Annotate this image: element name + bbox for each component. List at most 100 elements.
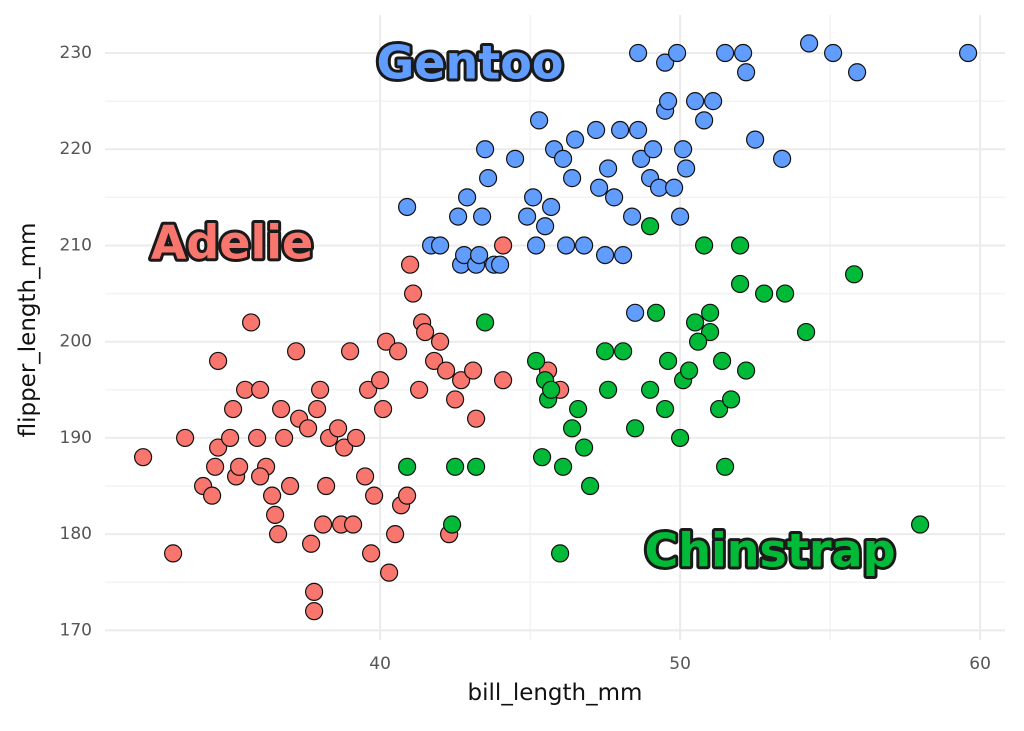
point (269, 525, 288, 544)
x-tick-label: 40 (369, 654, 391, 674)
point (134, 448, 153, 467)
point (377, 332, 396, 351)
point (529, 111, 549, 130)
point (281, 476, 300, 496)
point (595, 342, 615, 361)
point (221, 428, 240, 448)
point (640, 217, 660, 236)
point (736, 63, 756, 82)
point (700, 303, 720, 322)
x-tick-label: 50 (669, 654, 691, 674)
point (670, 207, 690, 226)
point (541, 380, 561, 399)
x-tick-label: 60 (969, 654, 991, 674)
point (275, 428, 294, 448)
point (646, 303, 666, 322)
point (209, 438, 228, 457)
point (721, 390, 741, 409)
point (631, 149, 651, 168)
point (562, 419, 582, 438)
point (658, 351, 678, 371)
point (712, 351, 732, 371)
point (730, 274, 750, 294)
point (305, 582, 324, 601)
point (733, 43, 753, 63)
point (667, 43, 687, 63)
point (709, 399, 729, 419)
point (431, 236, 450, 255)
point (467, 409, 486, 428)
point (359, 380, 378, 399)
point (431, 332, 450, 351)
point (655, 399, 675, 419)
point (467, 457, 486, 476)
point (745, 130, 765, 149)
point (302, 534, 321, 553)
species-label: Adelie (151, 216, 313, 270)
y-tick-label: 180 (60, 524, 92, 544)
point (494, 371, 513, 390)
point (685, 313, 705, 332)
point (673, 140, 693, 159)
y-tick-label: 210 (60, 235, 92, 255)
point (664, 178, 684, 197)
species-label: Gentoo (377, 36, 564, 90)
y-axis-title: flipper_length_mm (15, 223, 41, 438)
point (730, 236, 750, 255)
y-tick-label: 200 (60, 332, 92, 352)
point (263, 486, 282, 505)
y-tick-label: 170 (60, 620, 92, 640)
point (550, 544, 570, 563)
point (452, 371, 471, 390)
point (458, 188, 477, 207)
point (299, 419, 318, 438)
point (553, 457, 573, 476)
point (526, 351, 546, 371)
point (628, 43, 648, 63)
point (703, 92, 723, 111)
point (823, 43, 843, 63)
point (398, 197, 417, 217)
point (532, 448, 552, 467)
point (401, 255, 420, 274)
point (796, 322, 816, 342)
point (446, 457, 465, 476)
point (685, 92, 705, 111)
point (694, 236, 714, 255)
point (910, 515, 930, 534)
point (844, 265, 864, 284)
point (224, 399, 243, 419)
point (209, 351, 228, 371)
point (598, 159, 618, 178)
point (176, 428, 195, 448)
point (568, 399, 588, 419)
point (799, 34, 819, 53)
point (398, 457, 417, 476)
point (308, 399, 327, 419)
point (416, 322, 435, 342)
point (398, 486, 417, 505)
point (574, 438, 594, 457)
point (494, 236, 513, 255)
point (314, 515, 333, 534)
point (658, 92, 678, 111)
point (523, 188, 543, 207)
point (541, 197, 561, 217)
point (556, 236, 576, 255)
point (365, 486, 384, 505)
point (526, 236, 546, 255)
point (476, 140, 495, 159)
point (613, 245, 633, 265)
point (470, 245, 489, 265)
point (386, 525, 405, 544)
point (586, 120, 606, 140)
point (356, 467, 375, 486)
point (628, 120, 648, 140)
point (371, 371, 390, 390)
point (203, 486, 222, 505)
point (479, 169, 498, 188)
point (505, 149, 525, 168)
point (380, 563, 399, 582)
series (398, 217, 930, 563)
point (679, 361, 699, 380)
